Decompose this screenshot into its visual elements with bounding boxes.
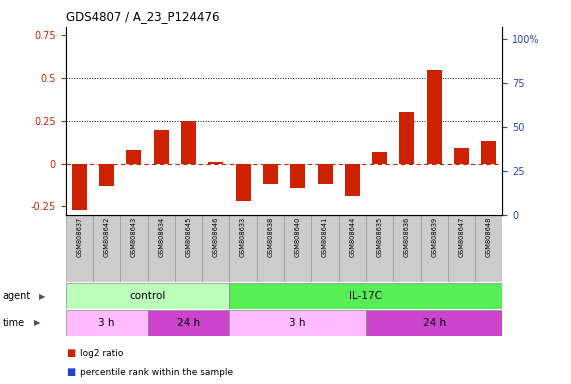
Text: GSM808643: GSM808643 xyxy=(131,217,137,257)
Point xyxy=(293,145,302,151)
Text: GSM808638: GSM808638 xyxy=(267,217,274,257)
Bar xyxy=(126,150,142,164)
Text: GSM808633: GSM808633 xyxy=(240,217,246,257)
Text: GSM808647: GSM808647 xyxy=(459,217,465,257)
Text: GSM808648: GSM808648 xyxy=(486,217,492,257)
Bar xyxy=(66,215,93,282)
Text: GSM808641: GSM808641 xyxy=(322,217,328,257)
Bar xyxy=(147,310,230,336)
Bar xyxy=(366,310,502,336)
Text: percentile rank within the sample: percentile rank within the sample xyxy=(80,368,233,377)
Point xyxy=(348,145,357,151)
Bar xyxy=(175,215,202,282)
Bar xyxy=(311,215,339,282)
Text: GSM808637: GSM808637 xyxy=(77,217,82,257)
Point xyxy=(75,159,84,165)
Bar xyxy=(236,164,251,201)
Bar xyxy=(339,215,366,282)
Text: ▶: ▶ xyxy=(34,318,41,328)
Text: control: control xyxy=(130,291,166,301)
Bar xyxy=(427,70,442,164)
Text: GSM808642: GSM808642 xyxy=(103,217,110,257)
Bar xyxy=(284,215,311,282)
Bar xyxy=(147,215,175,282)
Bar xyxy=(263,164,278,184)
Text: GSM808645: GSM808645 xyxy=(186,217,191,257)
Text: GSM808639: GSM808639 xyxy=(431,217,437,257)
Bar xyxy=(230,283,502,309)
Text: GSM808635: GSM808635 xyxy=(377,217,383,257)
Bar xyxy=(66,310,147,336)
Text: time: time xyxy=(3,318,25,328)
Text: ■: ■ xyxy=(66,348,75,358)
Text: ■: ■ xyxy=(66,367,75,377)
Bar xyxy=(93,215,120,282)
Text: GSM808646: GSM808646 xyxy=(213,217,219,257)
Bar xyxy=(208,162,223,164)
Bar xyxy=(257,215,284,282)
Bar xyxy=(230,215,257,282)
Text: agent: agent xyxy=(3,291,31,301)
Text: 3 h: 3 h xyxy=(98,318,115,328)
Text: GSM808636: GSM808636 xyxy=(404,217,410,257)
Bar xyxy=(154,129,168,164)
Point xyxy=(403,99,412,105)
Text: GSM808640: GSM808640 xyxy=(295,217,301,257)
Point xyxy=(429,81,439,88)
Point xyxy=(211,131,220,137)
Bar xyxy=(202,215,230,282)
Bar xyxy=(448,215,475,282)
Point xyxy=(239,150,248,156)
Text: ▶: ▶ xyxy=(39,291,45,301)
Point xyxy=(156,111,166,118)
Point xyxy=(130,126,139,132)
Bar xyxy=(99,164,114,186)
Text: GDS4807 / A_23_P124476: GDS4807 / A_23_P124476 xyxy=(66,10,219,23)
Bar xyxy=(366,215,393,282)
Bar xyxy=(317,164,332,184)
Text: 3 h: 3 h xyxy=(289,318,306,328)
Bar xyxy=(421,215,448,282)
Bar xyxy=(481,141,496,164)
Bar xyxy=(120,215,147,282)
Point xyxy=(266,145,275,151)
Point xyxy=(102,154,111,160)
Text: 24 h: 24 h xyxy=(177,318,200,328)
Bar xyxy=(181,121,196,164)
Text: IL-17C: IL-17C xyxy=(349,291,383,301)
Bar xyxy=(400,113,415,164)
Bar xyxy=(393,215,421,282)
Bar xyxy=(372,152,387,164)
Point xyxy=(484,124,493,130)
Text: GSM808634: GSM808634 xyxy=(158,217,164,257)
Point xyxy=(375,129,384,135)
Bar xyxy=(345,164,360,196)
Point xyxy=(457,119,466,125)
Bar xyxy=(230,310,366,336)
Point xyxy=(184,111,193,118)
Text: log2 ratio: log2 ratio xyxy=(80,349,123,358)
Bar xyxy=(454,148,469,164)
Bar xyxy=(72,164,87,210)
Bar xyxy=(66,283,230,309)
Point xyxy=(320,141,329,147)
Bar xyxy=(290,164,305,188)
Text: 24 h: 24 h xyxy=(423,318,446,328)
Bar xyxy=(475,215,502,282)
Text: GSM808644: GSM808644 xyxy=(349,217,355,257)
